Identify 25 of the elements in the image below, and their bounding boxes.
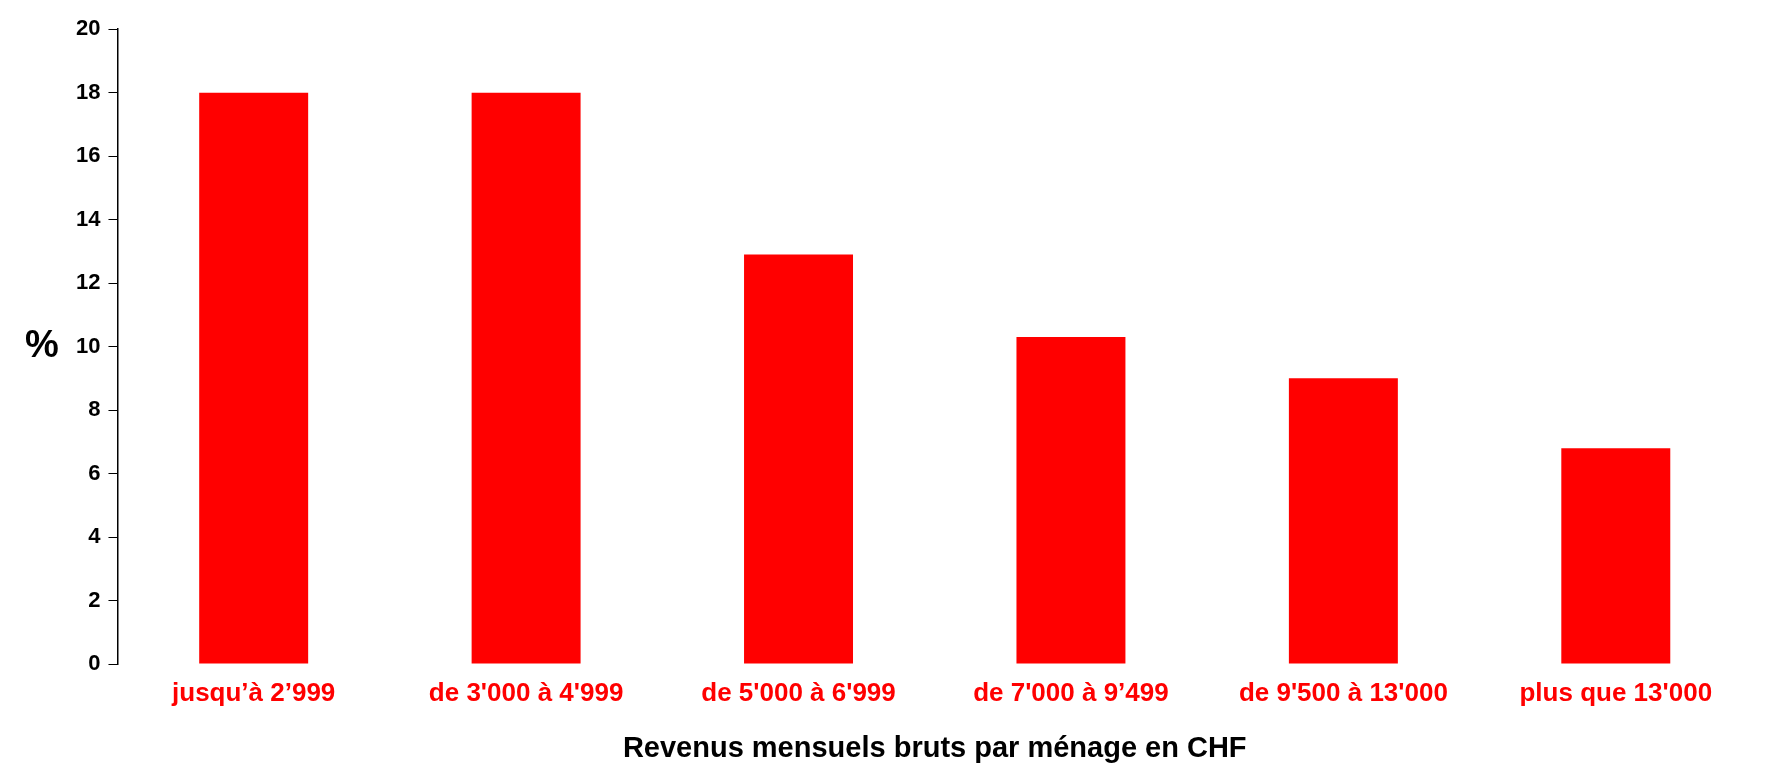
y-tick-label: 20	[75, 15, 101, 41]
bar	[1561, 448, 1671, 664]
x-tick-label: jusqu’à 2’999	[171, 676, 336, 707]
y-tick-label: 6	[88, 459, 101, 485]
x-tick-label: de 7'000 à 9’499	[973, 676, 1169, 707]
y-tick-label: 18	[75, 78, 101, 104]
x-tick-label: de 9'500 à 13'000	[1238, 676, 1448, 707]
y-tick-label: 2	[88, 586, 101, 612]
y-tick-label: 16	[75, 142, 101, 168]
y-tick-label: 12	[75, 269, 101, 295]
y-tick-label: 14	[75, 205, 102, 231]
x-tick-label: de 3'000 à 4'999	[428, 676, 624, 707]
y-tick-label: 8	[88, 396, 101, 422]
y-axis-title: %	[25, 323, 59, 366]
x-axis-title: Revenus mensuels bruts par ménage en CHF	[622, 730, 1247, 763]
x-tick-label: plus que 13'000	[1519, 676, 1713, 707]
y-tick-label: 0	[88, 650, 101, 676]
y-tick-label: 10	[75, 332, 101, 358]
x-tick-label: de 5'000 à 6'999	[701, 676, 896, 707]
bar	[199, 92, 309, 664]
bar	[1016, 337, 1126, 664]
y-tick-label: 4	[88, 523, 102, 549]
bar	[744, 254, 854, 664]
bar	[471, 92, 581, 664]
bar	[1288, 378, 1398, 664]
